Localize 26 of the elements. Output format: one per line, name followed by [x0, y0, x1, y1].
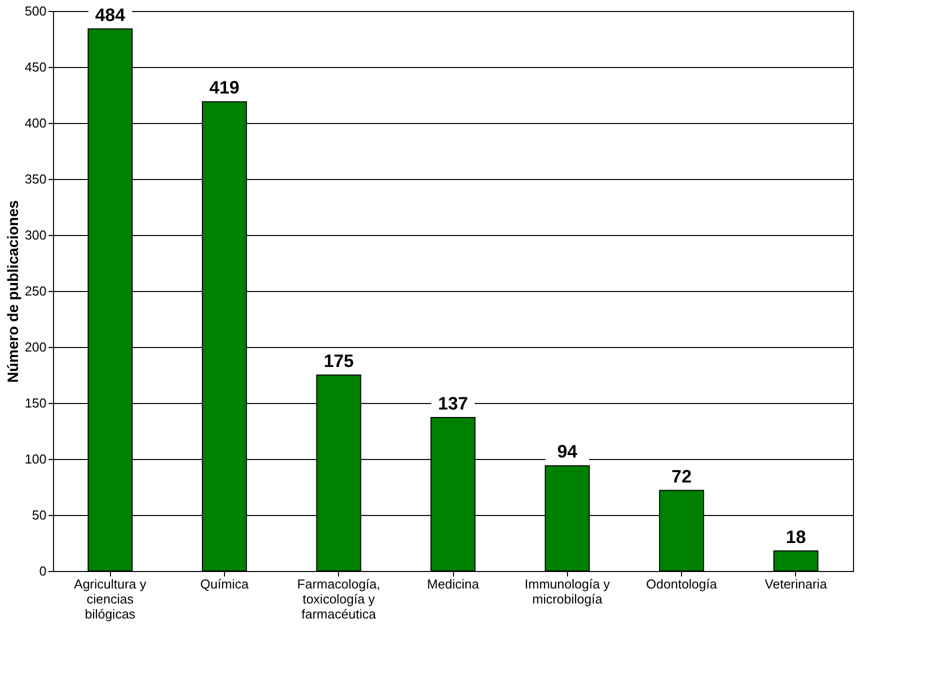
y-tick-label: 500 — [24, 4, 46, 18]
data-label: 419 — [209, 78, 240, 98]
x-tick-label: Química — [200, 576, 250, 592]
data-label: 137 — [438, 394, 468, 414]
y-axis-title: Número de publicaciones — [4, 200, 22, 383]
x-tick-label: Odontología — [646, 576, 718, 592]
y-tick-label: 400 — [24, 116, 46, 130]
y-tick-label: 50 — [32, 508, 46, 522]
x-tick-label: Agricultura y ciencias bilógicas — [74, 576, 147, 622]
y-tick-label: 150 — [24, 396, 46, 410]
x-tick-label: Veterinaria — [764, 576, 828, 592]
y-tick-label: 250 — [24, 284, 46, 298]
y-tick-label: 0 — [39, 564, 46, 578]
data-label: 94 — [557, 442, 578, 462]
x-tick-label: Immunología y microbilogía — [524, 576, 610, 606]
data-label: 484 — [95, 4, 126, 25]
x-tick-label: Farmacología, toxicología y farmacéutica — [297, 576, 380, 622]
y-tick-label: 450 — [24, 60, 46, 74]
data-label: 72 — [672, 466, 692, 486]
data-label: 18 — [786, 526, 806, 547]
x-tick-label: Medicina — [426, 576, 480, 592]
data-label: 175 — [324, 351, 354, 371]
y-tick-label: 200 — [24, 340, 46, 354]
y-tick-label: 300 — [24, 228, 46, 242]
y-tick-label: 350 — [24, 172, 46, 186]
y-tick-label: 100 — [24, 452, 46, 466]
